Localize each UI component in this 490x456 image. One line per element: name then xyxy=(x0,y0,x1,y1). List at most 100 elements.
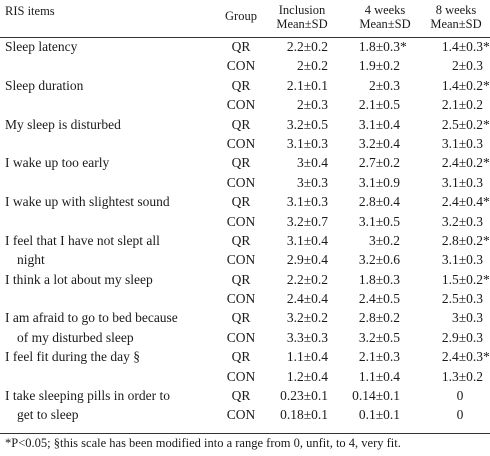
table-row: night CON 2.9±0.4 3.2±0.6 3.1±0.3 xyxy=(0,250,490,269)
row-4-weeks-cell: 2.8±0.2 xyxy=(340,308,407,327)
row-4-weeks-cell: 1.9±0.2 xyxy=(340,56,407,75)
row-group: CON xyxy=(226,97,256,113)
table-row: I wake up too early QR 3±0.4 2.7±0.2 2.4±0.2… xyxy=(0,153,490,172)
col-header-4-weeks-title: 4 weeks xyxy=(364,3,406,17)
row-inclusion-value: 0.18±0.1 xyxy=(280,407,328,423)
row-8-weeks-cell: 1.4±0.3* xyxy=(421,37,490,56)
row-4-weeks-value: 3.1±0.9 xyxy=(358,174,400,190)
row-8-weeks-cell: 2.1±0.2 xyxy=(421,95,490,114)
significance-marker: * xyxy=(483,232,490,248)
row-4-weeks-value: 2±0.3 xyxy=(368,77,400,93)
row-4-weeks-cell: 3.2±0.4 xyxy=(340,134,407,153)
row-4-weeks-value: 1.1±0.4 xyxy=(358,368,400,384)
row-4-weeks-cell: 0.14±0.1 xyxy=(340,386,407,405)
row-4-weeks-value: 2.8±0.4 xyxy=(358,194,400,210)
col-header-8-weeks-sub: Mean±SD xyxy=(430,17,482,31)
row-inclusion-value: 2.9±0.4 xyxy=(286,252,328,268)
row-4-weeks-value: 2.7±0.2 xyxy=(358,155,400,171)
row-8-weeks-value: 2.4±0.4 xyxy=(441,194,483,210)
row-8-weeks-cell: 2.4±0.3* xyxy=(421,347,490,366)
table-row: I feel fit during the day § QR 1.1±0.4 2.1±… xyxy=(0,347,490,366)
row-4-weeks-cell: 2±0.3 xyxy=(340,76,407,95)
row-4-weeks-cell: 1.8±0.3* xyxy=(340,37,407,56)
row-8-weeks-value: 1.5±0.2 xyxy=(441,271,483,287)
row-8-weeks-value: 2.1±0.2 xyxy=(441,97,483,113)
table-row: I wake up with slightest sound QR 3.1±0.3 2… xyxy=(0,192,490,211)
row-group: QR xyxy=(231,271,251,287)
row-inclusion-value: 3.2±0.2 xyxy=(286,310,328,326)
significance-marker: * xyxy=(483,39,490,54)
row-4-weeks-cell: 3.2±0.5 xyxy=(340,328,407,347)
row-4-weeks-value: 2.8±0.2 xyxy=(358,310,400,326)
row-8-weeks-value: 1.4±0.2 xyxy=(441,77,483,93)
row-4-weeks-value: 3.1±0.4 xyxy=(358,116,400,132)
table-header: RIS items Group Inclusion Mean±SD 4 week… xyxy=(0,0,490,37)
row-group: QR xyxy=(231,232,251,248)
row-4-weeks-cell: 2.4±0.5 xyxy=(340,289,407,308)
row-group: QR xyxy=(231,349,251,365)
row-inclusion-value: 2.2±0.2 xyxy=(286,271,328,287)
row-4-weeks-cell: 3.1±0.5 xyxy=(340,212,407,231)
row-inclusion-value: 3±0.3 xyxy=(296,174,328,190)
row-group: CON xyxy=(226,368,256,384)
table-row: get to sleep CON 0.18±0.1 0.1±0.1 0 xyxy=(0,405,490,424)
row-4-weeks-value: 1.8±0.3 xyxy=(358,271,400,287)
row-8-weeks-cell: 2.4±0.2* xyxy=(421,153,490,172)
row-group: CON xyxy=(226,407,256,423)
row-inclusion-value: 1.2±0.4 xyxy=(286,368,328,384)
row-group: QR xyxy=(231,194,251,210)
table-row: I take sleeping pills in order to QR 0.23±… xyxy=(0,386,490,405)
row-4-weeks-value: 2.1±0.3 xyxy=(358,349,400,365)
row-8-weeks-value: 2±0.3 xyxy=(451,58,483,74)
row-8-weeks-cell: 0 xyxy=(430,386,490,405)
table-row: Sleep latency QR 2.2±0.2 1.8±0.3* 1.4±0.3* xyxy=(0,37,490,56)
significance-marker: * xyxy=(400,39,407,54)
col-header-4-weeks: 4 weeks Mean±SD xyxy=(350,3,420,31)
row-group: CON xyxy=(226,329,256,345)
row-4-weeks-cell: 3±0.2 xyxy=(340,231,407,250)
row-8-weeks-value: 2.8±0.2 xyxy=(441,232,483,248)
row-8-weeks-value: 0 xyxy=(456,388,464,404)
table-row: CON 2±0.2 1.9±0.2 2±0.3 xyxy=(0,56,490,75)
row-item-label: get to sleep xyxy=(17,407,79,423)
significance-marker: * xyxy=(483,116,490,132)
significance-marker: * xyxy=(483,155,490,171)
row-8-weeks-value: 2.5±0.2 xyxy=(441,116,483,132)
row-4-weeks-cell: 0.1±0.1 xyxy=(340,405,407,424)
significance-marker: * xyxy=(483,271,490,287)
table-row: CON 3.1±0.3 3.2±0.4 3.1±0.3 xyxy=(0,134,490,153)
row-4-weeks-value: 1.9±0.2 xyxy=(358,58,400,74)
row-8-weeks-value: 2.9±0.3 xyxy=(441,329,483,345)
table-row: of my disturbed sleep CON 3.3±0.3 3.2±0.5 2.… xyxy=(0,328,490,347)
row-8-weeks-cell: 1.5±0.2* xyxy=(421,270,490,289)
row-4-weeks-value: 1.8±0.3 xyxy=(358,39,400,54)
row-4-weeks-cell: 3.1±0.9 xyxy=(340,173,407,192)
row-item-label: I feel fit during the day § xyxy=(5,349,140,365)
row-8-weeks-cell: 2.9±0.3 xyxy=(421,328,490,347)
table-row: I think a lot about my sleep QR 2.2±0.2 1.8… xyxy=(0,270,490,289)
row-4-weeks-cell: 2.8±0.4 xyxy=(340,192,407,211)
row-8-weeks-cell: 0 xyxy=(430,405,490,424)
row-group: QR xyxy=(231,116,251,132)
significance-marker: * xyxy=(483,77,490,93)
row-item-label: I am afraid to go to bed because xyxy=(5,310,178,326)
row-inclusion-value: 3.3±0.3 xyxy=(286,329,328,345)
row-8-weeks-value: 3.1±0.3 xyxy=(441,135,483,151)
row-4-weeks-cell: 2.7±0.2 xyxy=(340,153,407,172)
row-group: CON xyxy=(226,174,256,190)
row-8-weeks-cell: 2.4±0.4* xyxy=(421,192,490,211)
row-8-weeks-cell: 3±0.3 xyxy=(421,308,490,327)
col-header-inclusion-title: Inclusion xyxy=(278,3,326,17)
col-header-group: Group xyxy=(225,9,257,23)
row-inclusion-value: 2.2±0.2 xyxy=(286,39,328,54)
row-inclusion-value: 3.1±0.3 xyxy=(286,135,328,151)
row-4-weeks-value: 3.2±0.4 xyxy=(358,135,400,151)
table-row: CON 3.2±0.7 3.1±0.5 3.2±0.3 xyxy=(0,212,490,231)
row-inclusion-value: 3.2±0.5 xyxy=(286,116,328,132)
row-inclusion-value: 2±0.2 xyxy=(296,58,328,74)
table-body: Sleep latency QR 2.2±0.2 1.8±0.3* 1.4±0.3* CO… xyxy=(0,37,490,425)
row-8-weeks-value: 3±0.3 xyxy=(451,310,483,326)
row-4-weeks-value: 3.2±0.6 xyxy=(358,252,400,268)
row-group: QR xyxy=(231,77,251,93)
